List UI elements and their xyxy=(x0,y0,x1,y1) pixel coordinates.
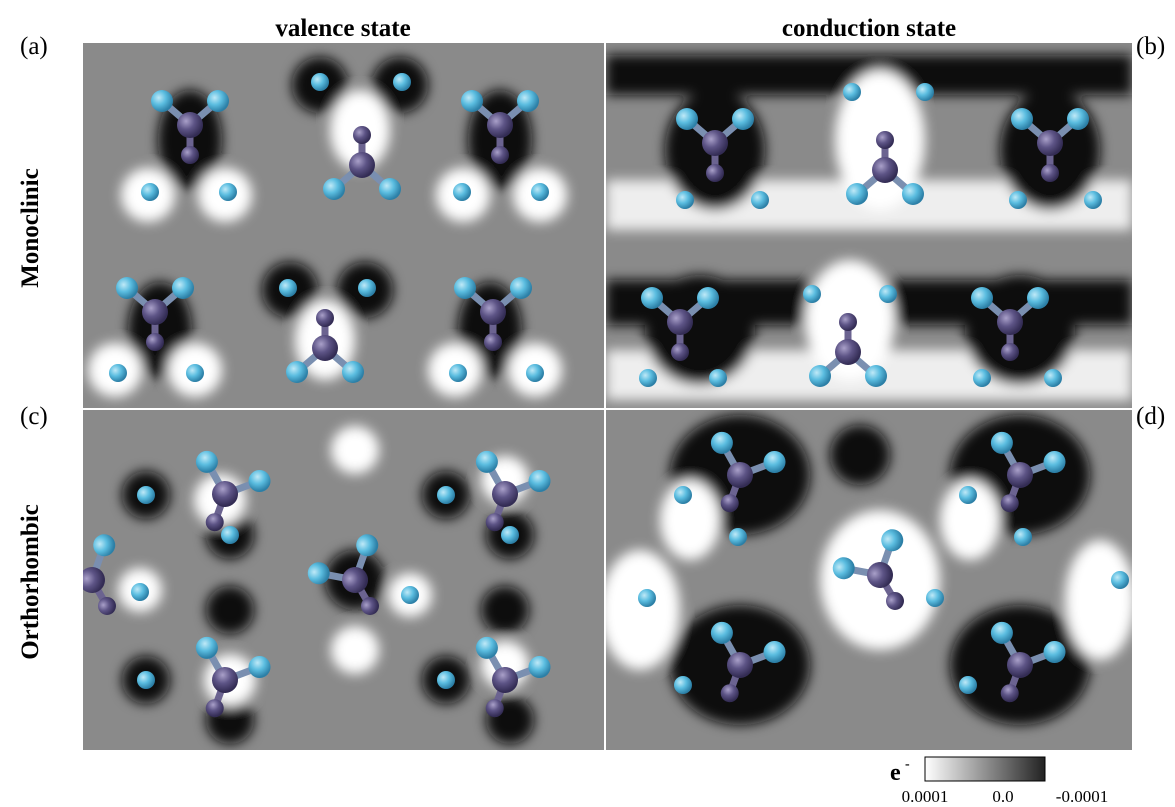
panel-label: (b) xyxy=(1136,33,1165,60)
figure: valence state conduction state Monoclini… xyxy=(0,0,1175,807)
row-label: Monoclinic xyxy=(17,168,44,287)
panel-a-map xyxy=(83,43,604,408)
column-header: valence state xyxy=(275,15,410,42)
panel-label: (d) xyxy=(1136,403,1165,430)
colorbar-tick: -0.0001 xyxy=(1056,787,1108,806)
panel-b-map xyxy=(606,43,1132,408)
colorbar-tick: 0.0 xyxy=(992,787,1013,806)
panel-c-map xyxy=(41,410,604,750)
colorbar xyxy=(925,757,1045,781)
colorbar-label-superscript: - xyxy=(905,757,910,772)
column-header: conduction state xyxy=(782,15,956,42)
row-label: Orthorhombic xyxy=(17,504,44,660)
colorbar-tick: 0.0001 xyxy=(902,787,949,806)
panel-label: (a) xyxy=(20,33,48,60)
panel-d-map xyxy=(600,410,1135,750)
colorbar-label: e xyxy=(890,760,901,786)
panel-label: (c) xyxy=(20,403,48,430)
